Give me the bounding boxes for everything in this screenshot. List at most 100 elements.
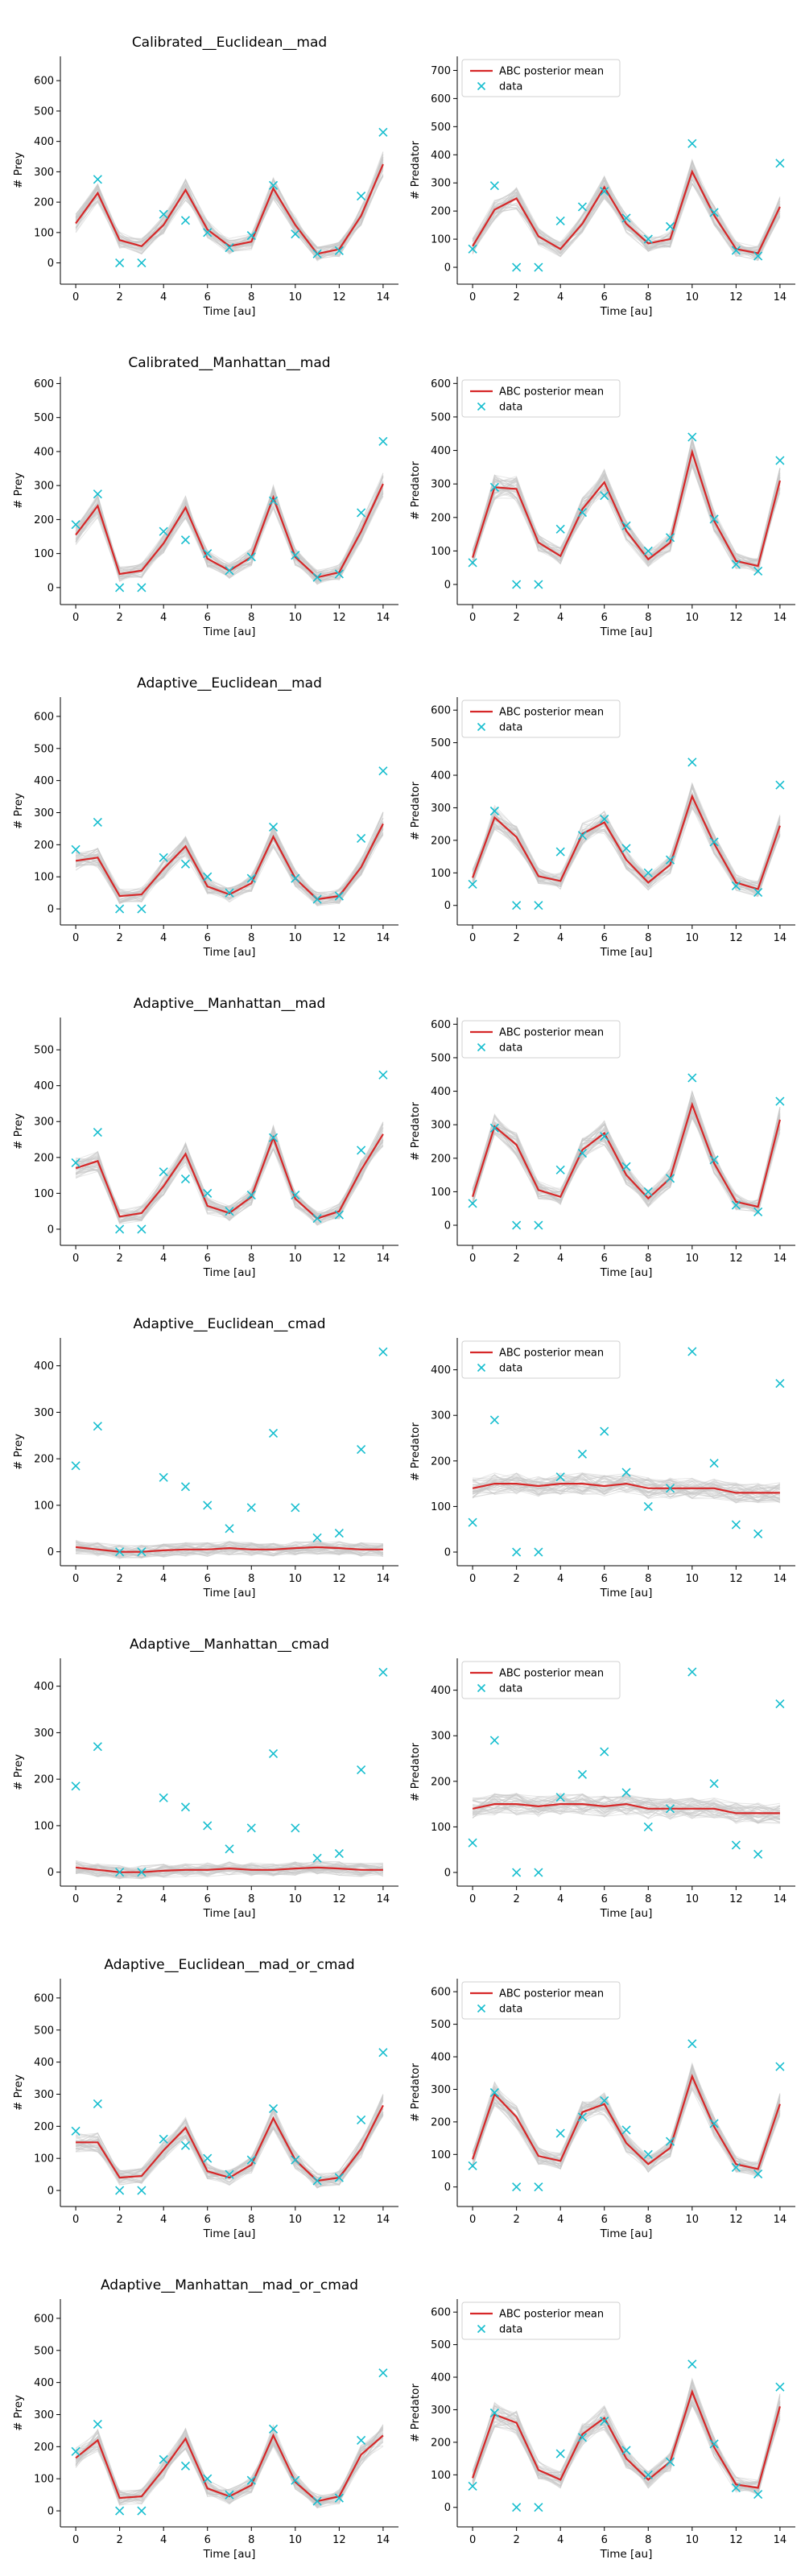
- data-point: [378, 436, 388, 446]
- data-point: [357, 1146, 366, 1155]
- posterior-sample-line: [75, 832, 384, 902]
- posterior-sample-line: [473, 1476, 781, 1499]
- posterior-sample-line: [75, 475, 384, 577]
- posterior-sample-line: [75, 156, 384, 256]
- legend-mean-label: ABC posterior mean: [499, 1668, 604, 1680]
- chart-legend: ABC posterior mean data: [461, 700, 621, 738]
- data-point: [180, 1802, 191, 1812]
- data-point: [687, 758, 697, 767]
- data-point: [489, 806, 499, 816]
- y-axis-label: # Predator: [409, 1743, 422, 1802]
- posterior-sample-line: [76, 2098, 384, 2189]
- data-point: [71, 520, 80, 530]
- posterior-sample-line: [75, 1540, 384, 1554]
- x-tick-label: 12: [332, 612, 346, 624]
- x-tick-label: 2: [116, 291, 122, 303]
- posterior-sample-line: [76, 1129, 384, 1223]
- x-tick-label: 14: [377, 1253, 390, 1265]
- y-tick-label: 300: [431, 2405, 451, 2417]
- chart-panel-4: 0 2 4 6 8 10 12 14 0 100 200 300 400 500 600 Time [au] #…: [409, 377, 795, 638]
- posterior-samples: [472, 1090, 781, 1216]
- posterior-sample-line: [472, 2075, 781, 2169]
- y-axis-label: # Predator: [409, 1422, 422, 1481]
- y-tick-label: 100: [34, 2153, 54, 2165]
- posterior-sample-line: [472, 160, 781, 255]
- x-tick-label: 12: [729, 612, 743, 624]
- chart-panel-8: 0 2 4 6 8 10 12 14 0 100 200 300 400 500 600 Time [au] #…: [409, 1018, 795, 1279]
- data-point: [731, 881, 741, 891]
- posterior-sample-line: [472, 448, 781, 564]
- posterior-sample-line: [76, 822, 384, 906]
- posterior-sample-line: [472, 1794, 780, 1823]
- posterior-sample-line: [473, 1473, 781, 1496]
- data-point: [555, 2128, 565, 2138]
- posterior-sample-line: [472, 2392, 781, 2487]
- posterior-sample-line: [75, 811, 384, 901]
- data-point: [512, 1547, 522, 1557]
- x-axis-label: Time [au]: [600, 1907, 653, 1920]
- posterior-sample-line: [75, 1123, 384, 1220]
- data-point: [665, 1174, 675, 1183]
- x-tick-label: 8: [248, 612, 254, 624]
- y-tick-label: 300: [34, 2089, 54, 2101]
- chart-panel-1: Calibrated__Euclidean__mad 0 2 4 6 8 10 12 14 0 10…: [12, 35, 398, 318]
- posterior-sample-line: [473, 1797, 781, 1818]
- y-tick-label: 600: [431, 1987, 451, 1999]
- data-point: [203, 872, 213, 881]
- data-point: [731, 2483, 741, 2493]
- posterior-sample-line: [75, 1863, 384, 1876]
- data-point: [512, 1868, 522, 1877]
- y-tick-label: 300: [34, 1117, 54, 1129]
- posterior-sample-line: [472, 159, 781, 259]
- y-tick-label: 300: [431, 803, 451, 815]
- y-tick-label: 500: [34, 1045, 54, 1057]
- posterior-sample-line: [472, 800, 781, 890]
- x-tick-label: 8: [645, 291, 651, 303]
- y-tick-label: 0: [47, 1546, 54, 1558]
- posterior-sample-line: [473, 1472, 781, 1504]
- data-point: [203, 549, 213, 559]
- posterior-sample-line: [75, 1124, 384, 1224]
- data-point: [159, 1793, 168, 1802]
- x-tick-label: 4: [557, 1893, 564, 1905]
- posterior-sample-line: [75, 164, 384, 252]
- data-point: [334, 1529, 344, 1538]
- posterior-sample-line: [472, 1475, 781, 1503]
- x-axis-label: Time [au]: [600, 1266, 653, 1279]
- data-point: [357, 833, 366, 843]
- y-tick-label: 600: [431, 93, 451, 105]
- data-point: [534, 2503, 543, 2512]
- y-tick-label: 0: [47, 582, 54, 594]
- posterior-samples: [75, 811, 384, 907]
- posterior-mean-line: [472, 1101, 781, 1208]
- x-tick-label: 2: [513, 1893, 519, 1905]
- posterior-mean-line: [75, 1546, 383, 1553]
- x-tick-label: 12: [729, 2214, 743, 2226]
- x-tick-label: 0: [72, 1573, 79, 1585]
- posterior-sample-line: [75, 162, 384, 255]
- posterior-sample-line: [472, 1102, 781, 1215]
- posterior-sample-line: [473, 1794, 781, 1820]
- data-point: [137, 583, 147, 592]
- posterior-sample-line: [472, 1795, 781, 1823]
- y-tick-label: 100: [431, 2149, 451, 2161]
- data-point: [753, 888, 763, 898]
- y-tick-label: 100: [34, 2474, 54, 2486]
- y-tick-label: 300: [431, 479, 451, 491]
- posterior-sample-line: [75, 1128, 384, 1220]
- posterior-sample-line: [75, 828, 384, 902]
- data-point: [489, 1736, 499, 1745]
- posterior-sample-line: [75, 821, 384, 903]
- posterior-sample-line: [75, 168, 384, 256]
- y-tick-label: 400: [431, 770, 451, 782]
- posterior-sample-line: [75, 489, 384, 582]
- posterior-sample-line: [473, 1793, 780, 1816]
- posterior-sample-line: [472, 183, 781, 250]
- posterior-sample-line: [472, 1795, 781, 1823]
- posterior-sample-line: [472, 2082, 781, 2177]
- data-point: [115, 2186, 125, 2195]
- posterior-sample-line: [76, 1542, 383, 1558]
- posterior-sample-line: [472, 2066, 781, 2178]
- posterior-sample-line: [75, 1540, 383, 1558]
